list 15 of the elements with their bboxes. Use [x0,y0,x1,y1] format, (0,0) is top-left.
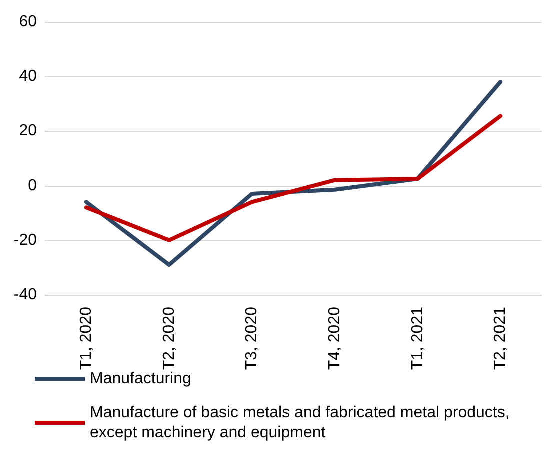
line-series [84,114,503,242]
legend-label: Manufacturing [90,370,192,388]
x-tick-label: T2, 2020 [160,306,178,370]
y-tick-label: 0 [28,177,38,194]
x-tick-label: T3, 2020 [244,306,261,370]
y-tick-label: -40 [14,286,38,304]
x-tick-label: T2, 2021 [492,306,510,370]
y-tick-label: 20 [19,122,38,140]
x-tick-label: T1, 2021 [409,306,426,370]
x-tick-label: T4, 2020 [326,306,344,370]
y-tick-label: 60 [19,14,38,30]
y-tick-label: 40 [19,68,38,86]
legend-label: Manufacture of basic metals and fabricated metal products, except machinery and equipment [90,404,514,442]
y-tick-label: -20 [14,232,38,249]
x-tick-label: T1, 2020 [78,306,95,370]
